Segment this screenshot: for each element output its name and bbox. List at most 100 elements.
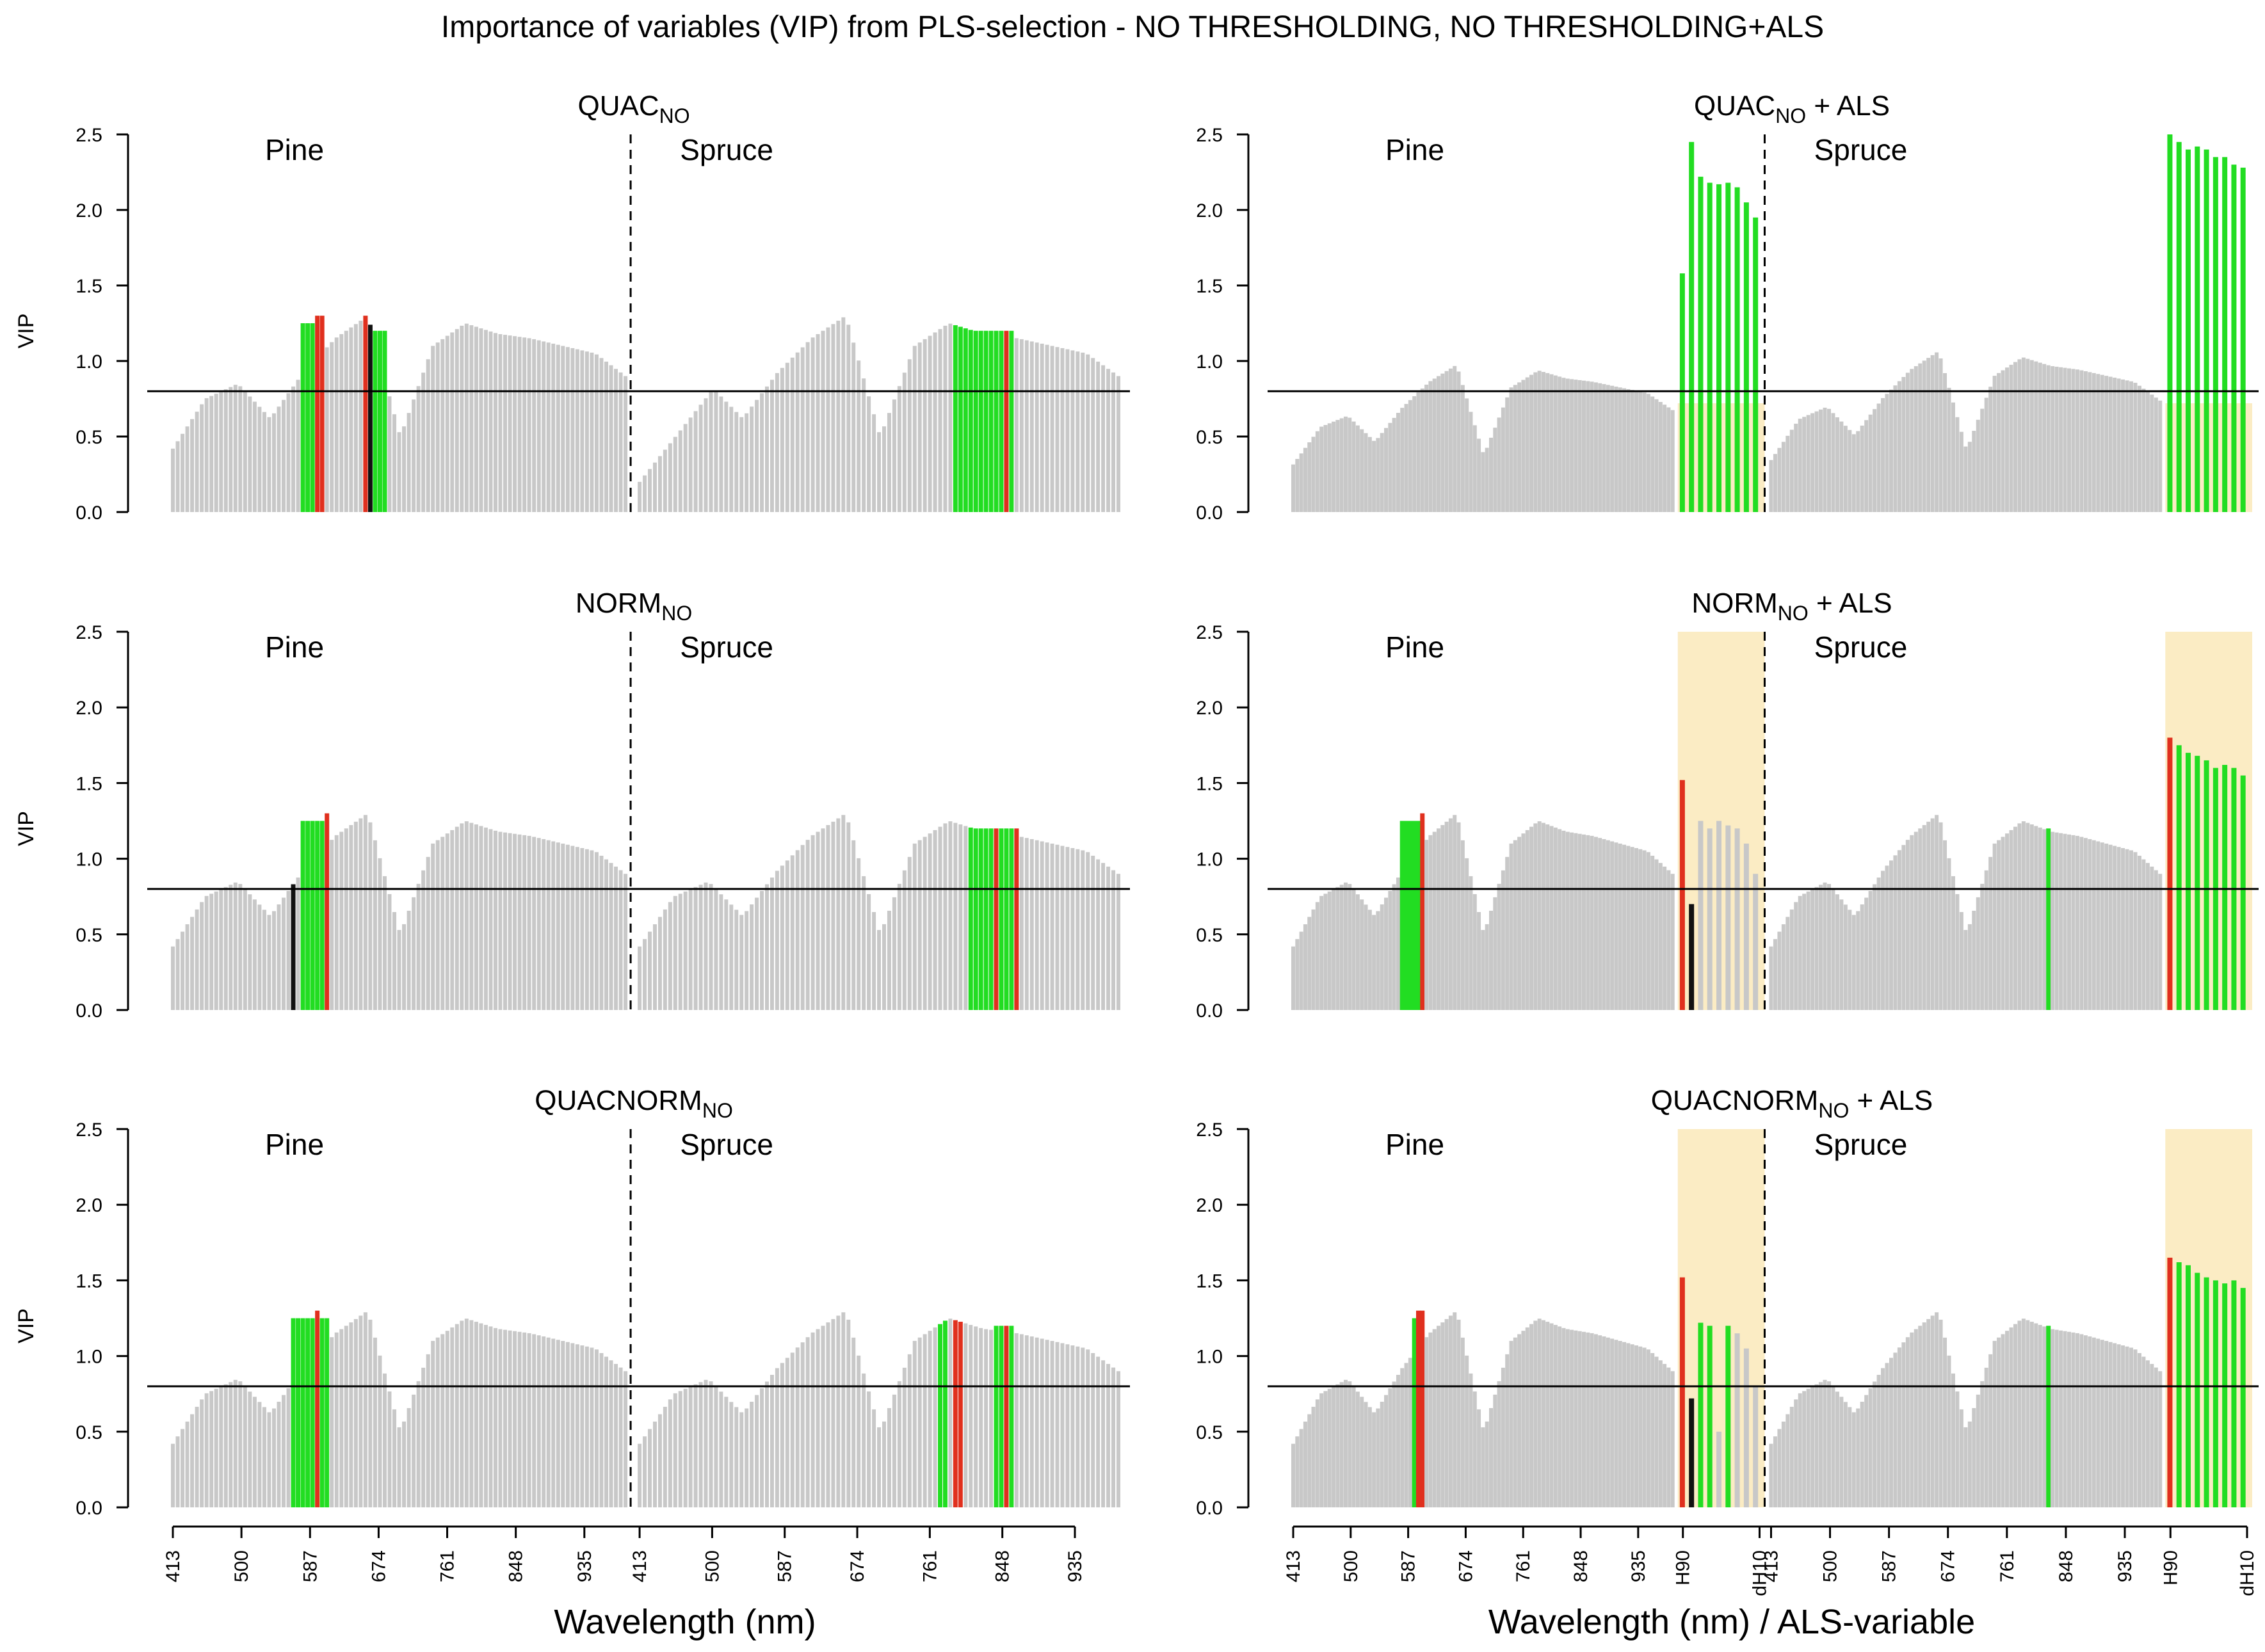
pine-bar [1408,400,1412,512]
spruce-bar [862,876,866,1010]
spruce-bar [2088,838,2092,1010]
spruce-bar [1029,1336,1034,1507]
spruce-bar [1029,838,1034,1010]
spruce-bar [2141,1356,2146,1507]
x-tick-label: H90 [2160,1550,2181,1585]
pine-bar [330,1337,334,1507]
panel-title: QUACNORMNO + ALS [1651,1085,1933,1122]
spruce-bar [1004,828,1009,1010]
pine-bar [296,1318,301,1507]
panel-title: NORMNO + ALS [1691,588,1892,625]
pine-bar [1670,874,1675,1010]
spruce-bar [1951,876,1955,1010]
pine-bar [359,1315,363,1507]
spruce-bar [892,897,896,1010]
pine-bar [363,316,368,512]
spruce-bar [994,828,999,1010]
pine-bar [190,917,195,1010]
spruce-bar [917,840,922,1010]
als-pine-bar [1743,843,1749,1010]
pine-bar [1392,884,1396,1010]
pine-bar [1481,929,1485,1010]
spruce-bar [867,396,871,512]
spruce-bar [775,1368,779,1507]
pine-bar [546,342,551,512]
spruce-bar [1081,1347,1085,1507]
spruce-bar [2009,1327,2013,1507]
spruce-bar [2121,379,2125,512]
pine-bar [1448,368,1453,512]
spruce-bar [1101,863,1106,1010]
pine-bar [1339,885,1344,1010]
pine-bar [479,328,483,512]
spruce-bar [643,475,647,512]
pine-bar [455,826,459,1010]
pine-bar [407,413,411,512]
pine-bar [1521,380,1526,512]
pine-bar [1332,421,1336,512]
spruce-bar [704,882,708,1010]
pine-bar [614,369,618,512]
spruce-bar [1040,343,1044,512]
spruce-bar [800,347,805,512]
spruce-bar [673,437,677,512]
spruce-bar [1024,1335,1029,1507]
y-tick-label: 0.5 [1196,427,1223,448]
pine-bar [527,338,531,512]
spruce-bar [1910,835,1914,1010]
pine-bar [1424,384,1429,512]
group-label-pine: Pine [1385,133,1444,166]
pine-bar [325,1318,330,1507]
spruce-bar [841,815,846,1010]
pine-bar [513,1331,517,1507]
pine-bar [1481,1427,1485,1507]
x-tick-label: dH10 [2237,1550,2258,1596]
pine-bar [1311,1406,1316,1507]
pine-bar [416,1381,421,1507]
pine-bar [325,347,329,512]
spruce-bar [2051,1329,2055,1507]
spruce-bar [2092,1337,2096,1507]
spruce-bar [862,1373,866,1507]
spruce-bar [1823,407,1827,512]
spruce-bar [2158,874,2163,1010]
spruce-bar [1967,924,1972,1010]
spruce-bar [979,1327,983,1507]
spruce-bar [2158,400,2163,512]
pine-bar [1642,392,1647,512]
spruce-bar [1905,1337,1910,1507]
spruce-bar [2067,1331,2072,1507]
pine-bar [1404,404,1408,512]
spruce-bar [1798,895,1802,1010]
spruce-bar [1785,917,1790,1010]
spruce-bar [2129,381,2134,512]
spruce-bar [1014,1333,1019,1507]
spruce-bar [652,462,657,512]
spruce-bar [1905,840,1910,1010]
als-pine-bar [1753,874,1759,1010]
pine-bar [373,330,378,512]
spruce-bar [1831,413,1835,512]
als-pine-bar [1679,1277,1685,1507]
spruce-bar [2145,863,2150,1010]
pine-bar [1420,1310,1425,1507]
pine-bar [1315,431,1319,512]
als-pine-bar [1734,828,1740,1010]
spruce-bar [887,910,891,1010]
pine-bar [493,1327,497,1507]
pine-bar [1505,397,1510,512]
pine-bar [1590,381,1594,512]
spruce-bar [1009,1326,1014,1507]
pine-bar [412,897,416,1010]
pine-bar [1598,838,1602,1010]
spruce-bar [1864,1395,1869,1507]
spruce-bar [693,1384,698,1507]
pine-bar [479,1323,483,1507]
y-tick-label: 0.0 [1196,502,1223,524]
spruce-bar [983,828,988,1010]
pine-bar [565,844,570,1010]
spruce-bar [1835,1391,1839,1507]
spruce-bar [1810,413,1815,512]
spruce-bar [1029,341,1034,512]
x-tick-label: 761 [919,1550,940,1582]
